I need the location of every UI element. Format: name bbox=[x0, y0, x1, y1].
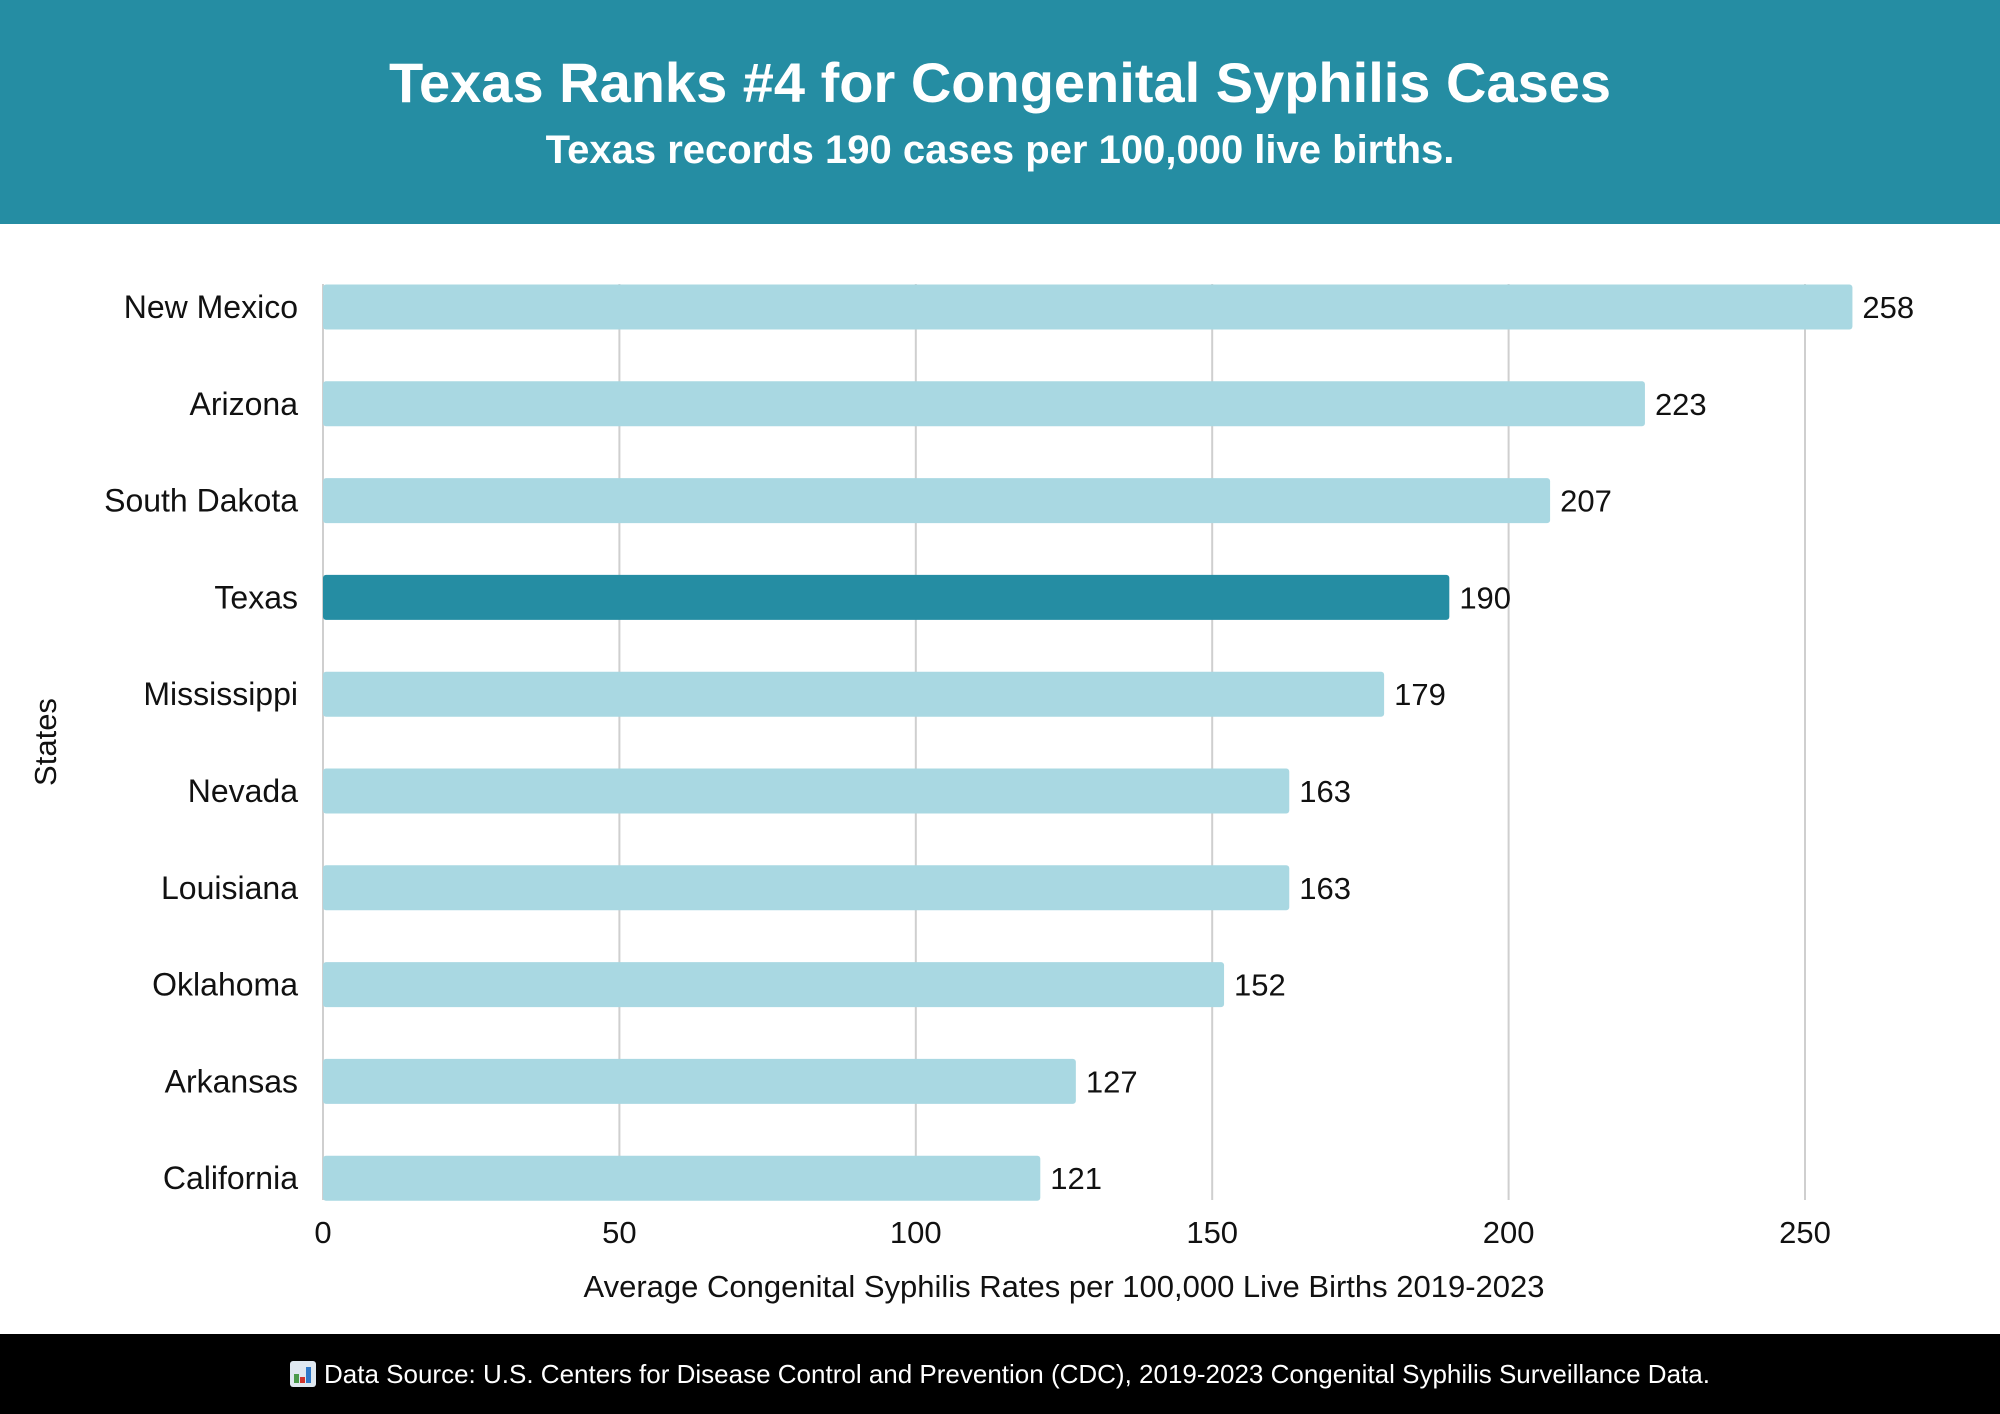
bar-nevada bbox=[323, 768, 1290, 814]
category-label: Oklahoma bbox=[152, 967, 298, 1003]
bar-mississippi bbox=[323, 671, 1385, 717]
value-label: 223 bbox=[1655, 387, 1707, 422]
category-label: Louisiana bbox=[161, 870, 298, 906]
category-label: California bbox=[163, 1160, 298, 1196]
bar-louisiana bbox=[323, 865, 1290, 911]
value-label: 163 bbox=[1299, 774, 1351, 809]
y-axis-title: States bbox=[28, 698, 63, 786]
footer: Data Source: U.S. Centers for Disease Co… bbox=[0, 1334, 2000, 1414]
bar-arkansas bbox=[323, 1058, 1076, 1104]
chart-subtitle: Texas records 190 cases per 100,000 live… bbox=[545, 128, 1455, 172]
x-tick-label: 0 bbox=[314, 1215, 331, 1250]
x-tick-label: 50 bbox=[602, 1215, 636, 1250]
value-label: 207 bbox=[1560, 484, 1612, 519]
bar-california bbox=[323, 1155, 1041, 1201]
category-label: Texas bbox=[214, 579, 298, 615]
x-axis-title: Average Congenital Syphilis Rates per 10… bbox=[583, 1269, 1544, 1304]
bar-texas bbox=[323, 574, 1450, 620]
chart-header: Texas Ranks #4 for Congenital Syphilis C… bbox=[0, 0, 2000, 224]
x-tick-label: 150 bbox=[1186, 1215, 1238, 1250]
bar-oklahoma bbox=[323, 962, 1225, 1008]
value-label: 179 bbox=[1394, 677, 1446, 712]
chart-title: Texas Ranks #4 for Congenital Syphilis C… bbox=[388, 51, 1612, 114]
value-label: 121 bbox=[1050, 1161, 1102, 1196]
x-tick-label: 100 bbox=[890, 1215, 942, 1250]
value-label: 258 bbox=[1862, 290, 1914, 325]
category-label: South Dakota bbox=[104, 483, 298, 519]
x-tick-label: 200 bbox=[1483, 1215, 1535, 1250]
value-label: 127 bbox=[1086, 1064, 1138, 1099]
bar-chart-icon bbox=[290, 1361, 317, 1387]
category-label: Nevada bbox=[188, 773, 299, 809]
category-label: Mississippi bbox=[143, 676, 298, 712]
bar-arizona bbox=[323, 381, 1645, 427]
bar-new-mexico bbox=[323, 284, 1853, 330]
category-label: New Mexico bbox=[124, 289, 298, 325]
data-source-text: Data Source: U.S. Centers for Disease Co… bbox=[324, 1358, 1710, 1389]
value-label: 190 bbox=[1459, 580, 1511, 615]
category-label: Arizona bbox=[190, 386, 299, 422]
value-label: 163 bbox=[1299, 871, 1351, 906]
value-label: 152 bbox=[1234, 968, 1286, 1003]
category-label: Arkansas bbox=[165, 1063, 298, 1099]
bar-south-dakota bbox=[323, 478, 1551, 524]
x-tick-label: 250 bbox=[1779, 1215, 1831, 1250]
